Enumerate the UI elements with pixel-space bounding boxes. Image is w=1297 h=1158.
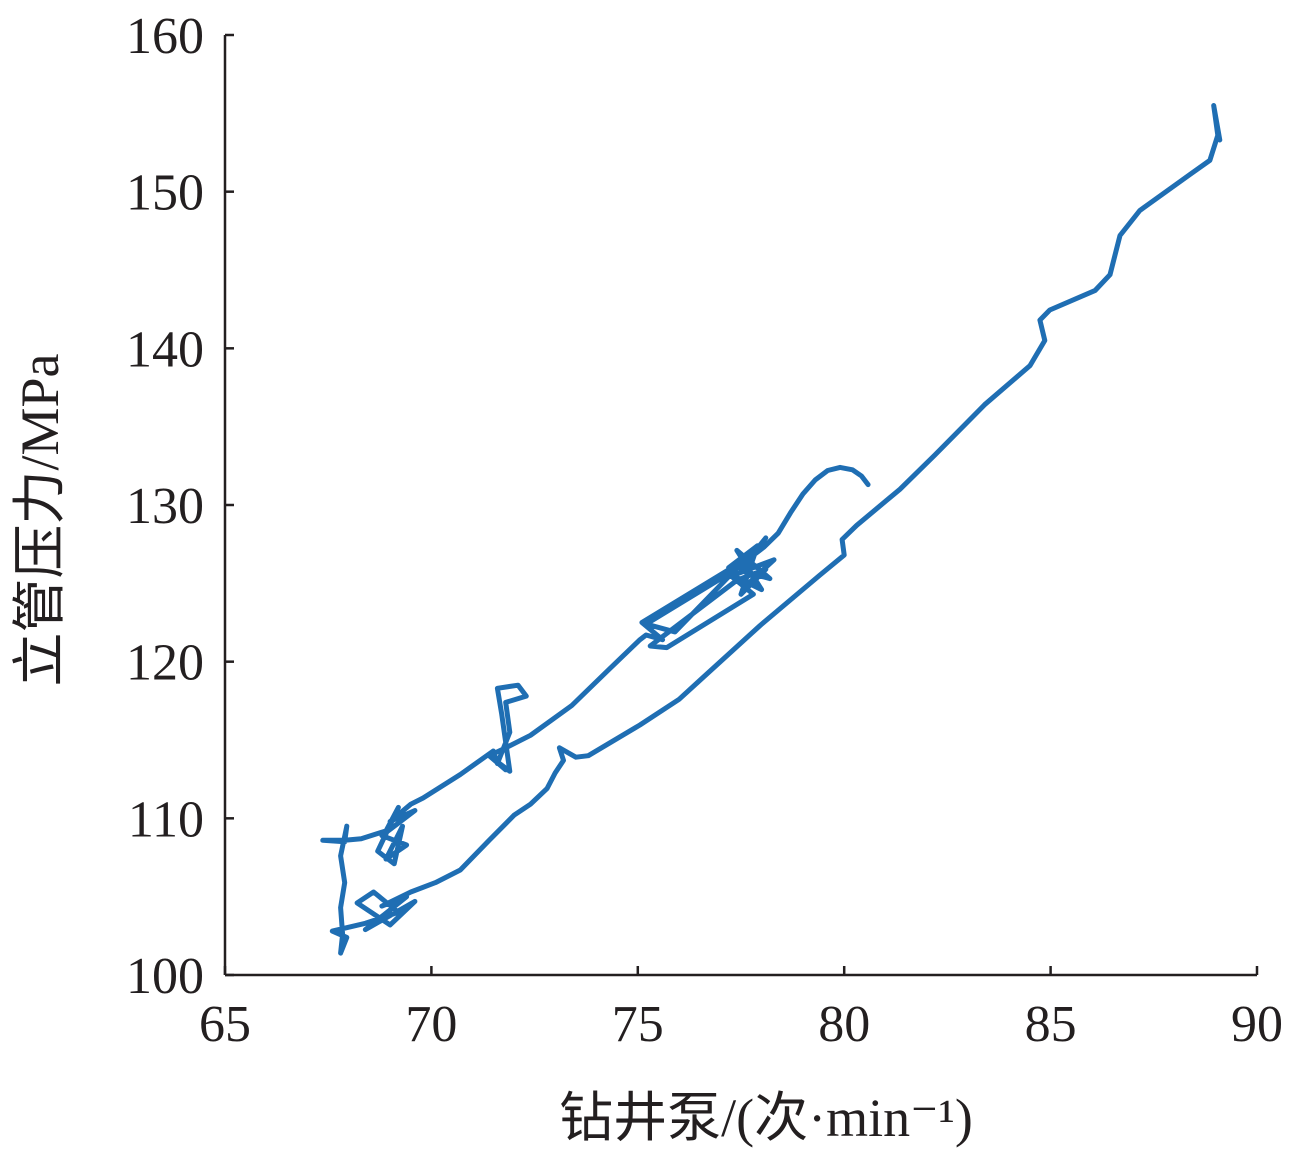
x-tick-label: 70 xyxy=(405,996,457,1053)
y-tick-label: 150 xyxy=(126,165,204,222)
y-axis-label: 立管压力/MPa xyxy=(10,353,70,686)
y-tick-label: 110 xyxy=(128,791,204,848)
x-tick-label: 80 xyxy=(818,996,870,1053)
x-tick-label: 75 xyxy=(612,996,664,1053)
y-tick-label: 120 xyxy=(126,635,204,692)
x-ticks: 65 70 75 80 85 90 xyxy=(199,966,1283,1053)
y-tick-label: 160 xyxy=(126,8,204,65)
plot-series xyxy=(320,103,1223,956)
series-line xyxy=(320,103,1223,956)
x-axis-label: 钻井泵/(次·min⁻¹) xyxy=(559,1088,973,1148)
y-tick-label: 130 xyxy=(126,478,204,535)
y-tick-label: 100 xyxy=(126,948,204,1005)
x-tick-label: 90 xyxy=(1231,996,1283,1053)
x-tick-label: 85 xyxy=(1025,996,1077,1053)
y-ticks: 100 110 120 130 140 150 160 xyxy=(126,8,234,1005)
x-tick-label: 65 xyxy=(199,996,251,1053)
y-tick-label: 140 xyxy=(126,321,204,378)
